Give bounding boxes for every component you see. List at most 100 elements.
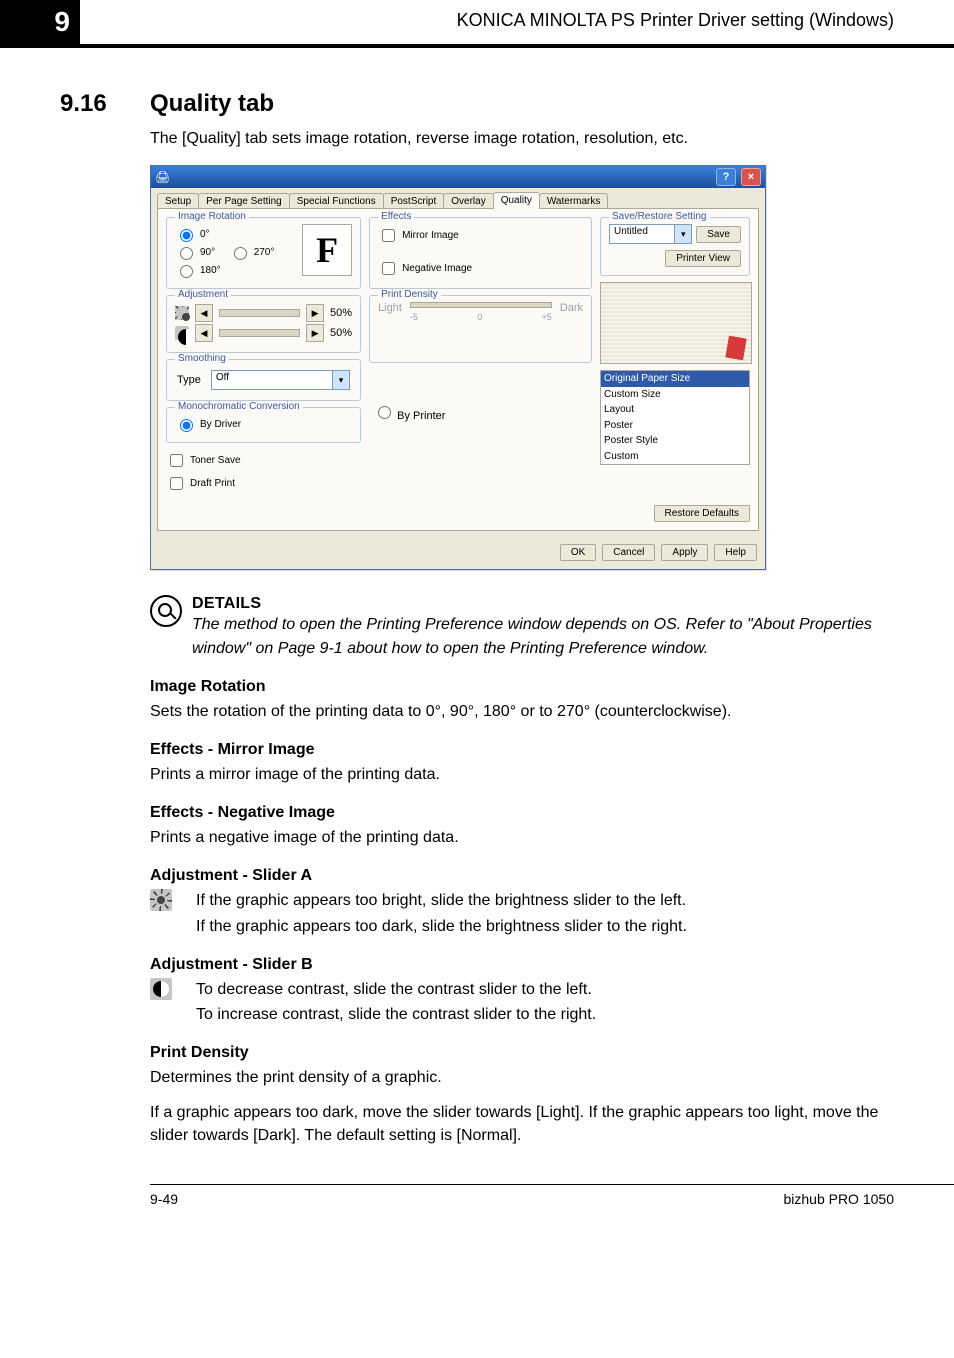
printer-icon: 🖨	[155, 170, 170, 184]
slider-b-line-1: To decrease contrast, slide the contrast…	[196, 978, 894, 1001]
rotation-0-label: 0°	[200, 229, 210, 240]
list-item[interactable]: Custom	[601, 449, 749, 465]
restore-defaults-button[interactable]: Restore Defaults	[654, 505, 750, 522]
dialog-button-bar: OK Cancel Apply Help	[151, 538, 765, 569]
printer-view-button[interactable]: Printer View	[665, 250, 741, 267]
dialog-close-button[interactable]: ×	[741, 168, 761, 186]
contrast-icon	[175, 326, 189, 340]
paper-size-highlight: Original Paper Size	[601, 371, 749, 387]
list-item[interactable]: Poster	[601, 418, 749, 434]
tab-postscript[interactable]: PostScript	[383, 193, 445, 209]
toner-save-checkbox[interactable]	[170, 454, 183, 467]
details-body: The method to open the Printing Preferen…	[192, 613, 894, 659]
slider-b-track[interactable]	[219, 329, 300, 337]
mirror-image-checkbox[interactable]	[382, 229, 395, 242]
chevron-down-icon: ▾	[332, 371, 349, 389]
magnifier-icon	[150, 595, 182, 627]
negative-image-label: Negative Image	[402, 263, 472, 274]
running-title: KONICA MINOLTA PS Printer Driver setting…	[457, 10, 894, 31]
draft-print-checkbox[interactable]	[170, 477, 183, 490]
apply-button[interactable]: Apply	[661, 544, 708, 561]
mono-by-driver-label: By Driver	[200, 419, 241, 430]
rotation-270-radio[interactable]	[234, 247, 247, 260]
heading-print-density: Print Density	[150, 1044, 894, 1062]
details-callout: DETAILS The method to open the Printing …	[150, 595, 894, 659]
slider-b-block: To decrease contrast, slide the contrast…	[150, 978, 894, 1026]
effects-group: Effects Mirror Image Negative Image	[369, 217, 592, 289]
section-heading: 9.16 Quality tab	[60, 90, 894, 118]
list-item[interactable]: Custom Size	[601, 387, 749, 403]
heading-effects-negative: Effects - Negative Image	[150, 804, 894, 822]
tab-quality[interactable]: Quality	[493, 192, 540, 209]
page-footer: 9-49 bizhub PRO 1050	[150, 1191, 894, 1207]
slider-b-inc-button[interactable]: ▶	[306, 324, 324, 342]
slider-a-block: If the graphic appears too bright, slide…	[150, 889, 894, 937]
printer-preview-image	[600, 282, 752, 364]
rotation-270-label: 270°	[254, 247, 275, 258]
tab-special-functions[interactable]: Special Functions	[289, 193, 384, 209]
density-light-label: Light	[378, 302, 402, 314]
smoothing-type-label: Type	[177, 374, 201, 386]
quality-pane: Image Rotation 0° 90°	[157, 208, 759, 531]
slider-a-value: 50%	[330, 307, 352, 319]
list-item[interactable]: Poster Style	[601, 433, 749, 449]
dialog-titlebar: 🖨 ? ×	[151, 166, 765, 188]
draft-print-label: Draft Print	[190, 478, 235, 489]
section-title: Quality tab	[150, 90, 274, 118]
footer-product: bizhub PRO 1050	[783, 1191, 894, 1207]
mono-by-printer-label: By Printer	[397, 410, 445, 422]
footer-page-ref: 9-49	[150, 1191, 178, 1207]
smoothing-type-combobox[interactable]: Off ▾	[211, 370, 350, 390]
save-restore-group: Save/Restore Setting Untitled ▾ Save Pri…	[600, 217, 750, 276]
dialog-screenshot: 🖨 ? × Setup Per Page Setting Special Fun…	[150, 165, 894, 570]
heading-image-rotation: Image Rotation	[150, 678, 894, 696]
print-density-legend: Print Density	[378, 289, 441, 300]
dialog-help-button[interactable]: ?	[716, 168, 736, 186]
list-item[interactable]: Layout	[601, 402, 749, 418]
print-density-group: Print Density Light -5 0 +5	[369, 295, 592, 363]
page-header: 9 KONICA MINOLTA PS Printer Driver setti…	[60, 0, 894, 60]
mono-by-driver-radio[interactable]	[180, 419, 193, 432]
section-intro: The [Quality] tab sets image rotation, r…	[150, 128, 894, 150]
para-image-rotation: Sets the rotation of the printing data t…	[150, 700, 894, 723]
heading-slider-a: Adjustment - Slider A	[150, 867, 894, 885]
brightness-icon	[150, 889, 172, 911]
paper-size-list[interactable]: Original Paper Size Custom Size Layout P…	[600, 370, 750, 465]
slider-a-line-1: If the graphic appears too bright, slide…	[196, 889, 894, 912]
save-setting-button[interactable]: Save	[696, 226, 741, 243]
details-heading: DETAILS	[192, 595, 894, 613]
slider-a-line-2: If the graphic appears too dark, slide t…	[196, 915, 894, 938]
rotation-180-radio[interactable]	[180, 265, 193, 278]
cancel-button[interactable]: Cancel	[602, 544, 655, 561]
mirror-image-label: Mirror Image	[402, 230, 459, 241]
rotation-preview: F	[302, 224, 352, 276]
tab-overlay[interactable]: Overlay	[443, 193, 493, 209]
negative-image-checkbox[interactable]	[382, 262, 395, 275]
ok-button[interactable]: OK	[560, 544, 596, 561]
para-print-density-2: If a graphic appears too dark, move the …	[150, 1101, 894, 1147]
save-restore-value: Untitled	[610, 225, 674, 243]
image-rotation-legend: Image Rotation	[175, 211, 249, 222]
mono-by-printer-radio[interactable]	[378, 406, 391, 419]
save-restore-legend: Save/Restore Setting	[609, 211, 710, 222]
smoothing-type-value: Off	[212, 371, 332, 389]
tab-per-page[interactable]: Per Page Setting	[198, 193, 290, 209]
image-rotation-group: Image Rotation 0° 90°	[166, 217, 361, 289]
slider-a-inc-button[interactable]: ▶	[306, 304, 324, 322]
slider-a-dec-button[interactable]: ◀	[195, 304, 213, 322]
section-number: 9.16	[60, 90, 130, 118]
effects-legend: Effects	[378, 211, 414, 222]
rotation-0-radio[interactable]	[180, 229, 193, 242]
smoothing-group: Smoothing Type Off ▾	[166, 359, 361, 401]
rotation-90-radio[interactable]	[180, 247, 193, 260]
tab-watermarks[interactable]: Watermarks	[539, 193, 609, 209]
toner-save-label: Toner Save	[190, 455, 241, 466]
header-rule	[0, 44, 954, 48]
slider-b-dec-button[interactable]: ◀	[195, 324, 213, 342]
density-dark-label: Dark	[560, 302, 583, 314]
tab-setup[interactable]: Setup	[157, 193, 199, 209]
slider-a-track[interactable]	[219, 309, 300, 317]
save-restore-combobox[interactable]: Untitled ▾	[609, 224, 692, 244]
dialog-tabstrip: Setup Per Page Setting Special Functions…	[151, 188, 765, 209]
help-button[interactable]: Help	[714, 544, 757, 561]
